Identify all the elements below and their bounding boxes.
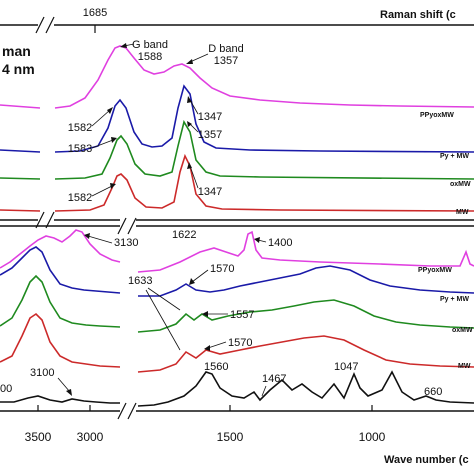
annotation-arrow — [87, 235, 113, 244]
bottom-tick-label-1500: 1500 — [217, 430, 244, 444]
annotation-arrow — [189, 99, 199, 115]
annotation-arrow — [147, 287, 181, 311]
top-break-mark — [35, 16, 45, 34]
annotation-arrowhead — [107, 107, 113, 114]
annotation-arrowhead — [84, 233, 90, 239]
series-line-bottom-mw — [0, 312, 474, 373]
top-spectra — [0, 45, 474, 212]
annotation-d-band-value: 1357 — [214, 55, 238, 67]
annotation-arrowhead — [204, 345, 210, 351]
annotation-arrowhead — [202, 311, 208, 317]
annotation-arrowhead — [186, 59, 193, 64]
series-line-top-oxmw — [0, 119, 474, 180]
annotation-oxmw-g: 1583 — [68, 143, 92, 155]
annotation-arrowhead — [120, 43, 127, 48]
top-annotations: G band 1588 D band 1357 1582 1347 1583 1… — [68, 39, 244, 204]
annotation-oxmw-d: 1357 — [198, 129, 222, 141]
annotation-3100: 3100 — [30, 367, 54, 379]
annotation-arrowhead — [189, 278, 195, 285]
annotation-partial: 00 — [0, 383, 12, 395]
annotation-arrowhead — [187, 162, 192, 169]
annotation-arrow — [57, 377, 71, 393]
bottom-series-label-pymw: Py + MW — [440, 296, 469, 303]
annotation-1570-pymw: 1570 — [210, 263, 234, 275]
top-series-label-ppyoxmw: PPyoxMW — [420, 112, 454, 119]
bottom-break-mark — [127, 402, 137, 420]
bottom-series-labels: PPyoxMW Py + MW oxMW MW — [418, 267, 473, 370]
series-line-top-ppyoxmw — [0, 45, 474, 109]
annotation-arrow — [91, 185, 113, 197]
series-line-bottom-reference — [0, 370, 474, 407]
annotation-3130: 3130 — [114, 237, 138, 249]
series-line-bottom-oxmw — [0, 274, 474, 333]
annotation-arrow — [189, 123, 199, 133]
annotation-arrow — [189, 53, 209, 63]
annotation-arrowhead — [66, 389, 72, 396]
annotation-1570-mw: 1570 — [228, 337, 252, 349]
annotation-1047: 1047 — [334, 361, 358, 373]
annotation-arrow — [189, 165, 199, 189]
legend-line-2: 4 nm — [2, 61, 35, 77]
annotation-arrow — [261, 385, 267, 397]
annotation-pymw-d: 1347 — [198, 111, 222, 123]
top-series-label-pymw: Py + MW — [440, 153, 469, 160]
annotation-pymw-g: 1582 — [68, 122, 92, 134]
top-series-labels: PPyoxMW Py + MW oxMW MW — [420, 112, 471, 216]
annotation-arrow — [145, 289, 181, 351]
bottom-break-mark — [117, 217, 127, 235]
annotation-mw-g: 1582 — [68, 192, 92, 204]
bottom-series-label-ppyoxmw: PPyoxMW — [418, 267, 452, 274]
annotation-1400: 1400 — [268, 237, 292, 249]
annotation-arrow — [91, 139, 114, 149]
annotation-1633: 1633 — [128, 275, 152, 287]
bottom-tick-label-3000: 3000 — [77, 430, 104, 444]
legend-line-1: man — [2, 43, 31, 59]
top-x-axis-label: Raman shift (c — [380, 9, 456, 21]
series-line-top-pymw — [0, 84, 474, 153]
annotation-1560: 1560 — [204, 361, 228, 373]
annotation-arrowhead — [187, 96, 192, 103]
annotation-arrow — [191, 269, 209, 283]
annotation-mw-d: 1347 — [198, 186, 222, 198]
top-break-mark — [45, 16, 55, 34]
bottom-series-label-oxmw: oxMW — [452, 327, 473, 334]
bottom-x-axis-label: Wave number (c — [384, 454, 469, 466]
annotation-1622: 1622 — [172, 229, 196, 241]
bottom-break-mark — [117, 402, 127, 420]
top-series-label-oxmw: oxMW — [450, 181, 471, 188]
bottom-panel: 3500 3000 1500 1000 Wave number (c — [0, 217, 474, 466]
bottom-break-mark — [127, 217, 137, 235]
annotation-1557: 1557 — [230, 309, 254, 321]
bottom-annotations: 3130 1622 1400 1570 1633 1557 1570 3100 … — [0, 229, 442, 398]
series-line-bottom-pymw — [0, 246, 474, 297]
annotation-arrow — [91, 109, 111, 127]
annotation-arrow — [207, 341, 227, 349]
annotation-arrowhead — [111, 137, 117, 143]
bottom-series-label-mw: MW — [458, 363, 471, 370]
annotation-g-band-value: 1588 — [138, 51, 162, 63]
bottom-spectra — [0, 229, 474, 407]
annotation-1467: 1467 — [262, 373, 286, 385]
annotation-arrowhead — [187, 121, 192, 127]
top-panel: 1685 Raman shift (c man 4 nm — [0, 7, 474, 229]
annotation-arrowhead — [254, 237, 260, 243]
series-line-bottom-ppyoxmw — [0, 229, 474, 273]
annotation-arrowhead — [110, 183, 116, 189]
top-series-label-mw: MW — [456, 209, 469, 216]
annotation-g-band: G band — [132, 39, 168, 51]
bottom-tick-label-1000: 1000 — [359, 430, 386, 444]
annotation-d-band: D band — [208, 43, 243, 55]
annotation-660: 660 — [424, 386, 442, 398]
top-tick-label-1685: 1685 — [83, 7, 107, 19]
bottom-tick-label-3500: 3500 — [25, 430, 52, 444]
